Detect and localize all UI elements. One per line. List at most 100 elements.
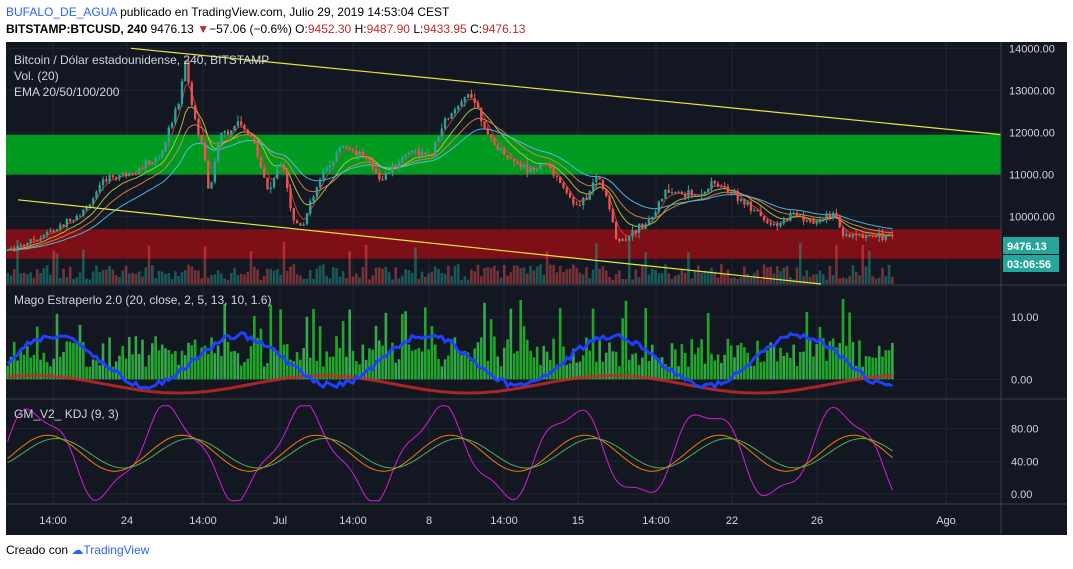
candle-body [144,160,147,169]
mago-bar [331,356,335,380]
volume-bar [226,279,230,284]
candle-body [335,152,338,162]
volume-bar [58,277,62,284]
volume-bar [489,268,493,284]
candle-body [687,189,690,198]
volume-bar [9,275,13,284]
volume-bar [891,276,894,284]
candle-body [230,130,233,135]
volume-bar [272,270,276,284]
candle-body [411,150,414,153]
candle-body [549,164,552,168]
mago-bar [828,341,832,380]
volume-bar [759,279,763,284]
volume-bar [677,274,680,284]
candle-body [578,205,582,207]
tradingview-link[interactable]: TradingView [83,543,150,557]
candle-body [891,235,894,237]
mago-bar [647,360,651,380]
mago-bar [795,365,799,380]
volume-bar [308,269,312,284]
candle-body [542,163,545,165]
volume-bar [424,276,427,284]
candle-body [434,141,437,156]
mago-bar [229,351,233,380]
volume-bar [269,268,273,284]
chart-svg[interactable]: 14000.00 13000.00 12000.00 11000.00 10000.00… [6,42,1067,535]
mago-bar [667,366,671,380]
mago-bar [683,352,687,380]
volume-bar [279,275,282,284]
candle-body [240,121,243,125]
mago-bar [522,326,526,380]
volume-bar [243,274,246,284]
close-label: C: [470,22,483,36]
mago-bar [223,303,227,380]
mago-bar [29,357,32,380]
tradingview-logo-icon[interactable]: ☁ [71,543,84,557]
mago-bar [134,336,138,380]
price-tick-label: 14000.00 [1009,43,1055,55]
volume-bar [825,279,828,284]
mago-bar [808,340,812,380]
candle-body [338,147,341,153]
volume-bar [177,276,180,284]
mago-bar [141,339,144,380]
candle-body [203,143,207,161]
mago-bar [81,341,85,380]
volume-bar [641,265,644,284]
mago-bar [581,355,585,380]
mago-bar [325,351,328,380]
volume-bar [539,264,542,284]
volume-bar [785,266,789,284]
mago-bar [456,349,460,380]
volume-bar [812,274,815,284]
volume-bar [591,269,595,284]
volume-bar [387,272,391,284]
candle-body [628,236,631,241]
mago-bar [644,308,648,380]
candle-body [272,178,276,188]
candle-body [835,212,838,217]
mago-bar [75,343,79,380]
mago-bar [322,366,325,380]
candle-body [588,190,591,200]
candle-body [782,219,785,224]
volume-bar [749,277,753,284]
candle-body [621,239,624,241]
candle-body [664,189,667,199]
candle-body [634,230,637,233]
mago-bar [545,351,549,380]
candle-body [437,136,440,142]
mago-bar [818,326,822,380]
mago-bar [22,354,26,380]
kdj-legend: GM_V2_ KDJ (9, 3) [14,407,119,421]
countdown-tag [1003,255,1059,272]
candle-body [32,239,36,241]
candle-body [749,201,753,211]
candle-body [295,220,299,224]
open-value: 9452.30 [307,22,352,36]
publish-line: BUFALO_DE_AGUA publicado en TradingView.… [6,5,449,19]
author-link[interactable]: BUFALO_DE_AGUA [6,5,117,19]
candle-body [223,131,226,133]
candle-body [684,193,687,198]
candle-body [582,197,585,206]
symbol-name: BITSTAMP:BTCUSD, 240 [6,22,148,36]
mago-bar [529,350,532,380]
volume-bar [322,264,325,284]
candle-body [266,177,269,190]
volume-bar [575,267,578,284]
volume-bar [12,269,16,284]
chart-area[interactable]: 14000.00 13000.00 12000.00 11000.00 10000.00… [6,42,1067,535]
open-label: O: [295,22,308,36]
mago-indicator [6,298,894,395]
volume-bar [858,275,861,284]
candle-body [397,162,401,168]
volume-bar [193,270,197,284]
volume-bar [75,277,79,284]
kdj-tick-label: 0.00 [1011,489,1032,501]
mago-bar [118,355,121,380]
mago-bar [677,366,680,380]
mago-bar [578,361,582,380]
